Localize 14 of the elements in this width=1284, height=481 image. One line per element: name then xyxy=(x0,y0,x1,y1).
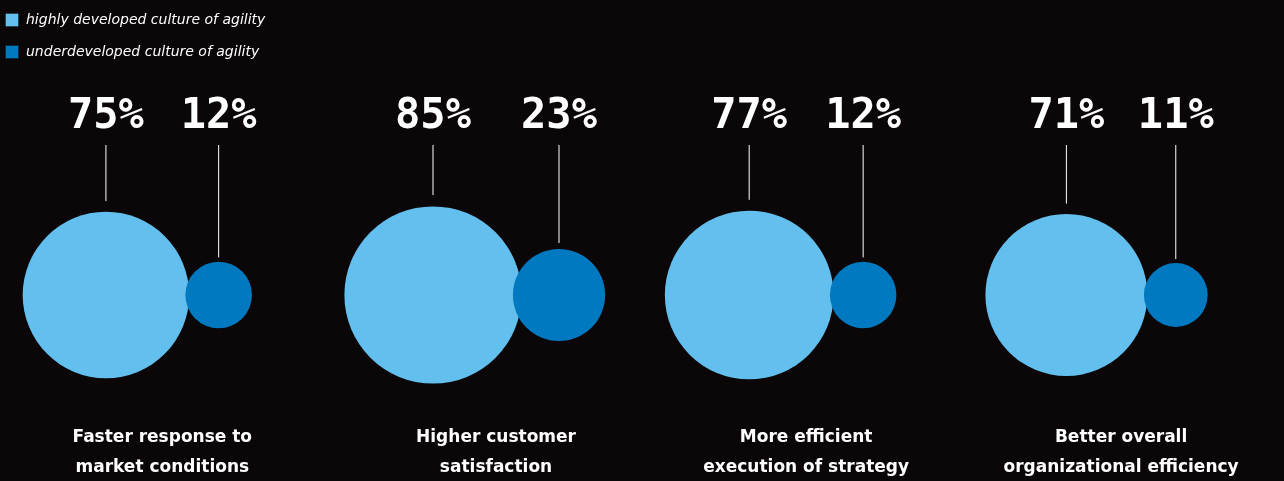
data-label: 12% xyxy=(180,89,257,138)
data-label: 85% xyxy=(395,89,471,138)
legend-label: highly developed culture of agility xyxy=(26,11,267,27)
category-label: More efficient execution of strategy xyxy=(703,426,910,476)
data-label: 77% xyxy=(711,89,788,138)
legend-label: underdeveloped culture of agility xyxy=(26,43,260,59)
data-label: 71% xyxy=(1028,89,1105,138)
category-label: Better overall organizational efficiency xyxy=(1003,426,1239,476)
data-label: 75% xyxy=(68,89,144,138)
data-label: 11% xyxy=(1137,89,1214,138)
data-label: 23% xyxy=(521,89,597,138)
data-label: 12% xyxy=(825,89,902,138)
category-label: Higher customer satisfaction xyxy=(416,426,577,476)
category-label: Faster response to market conditions xyxy=(72,426,253,476)
